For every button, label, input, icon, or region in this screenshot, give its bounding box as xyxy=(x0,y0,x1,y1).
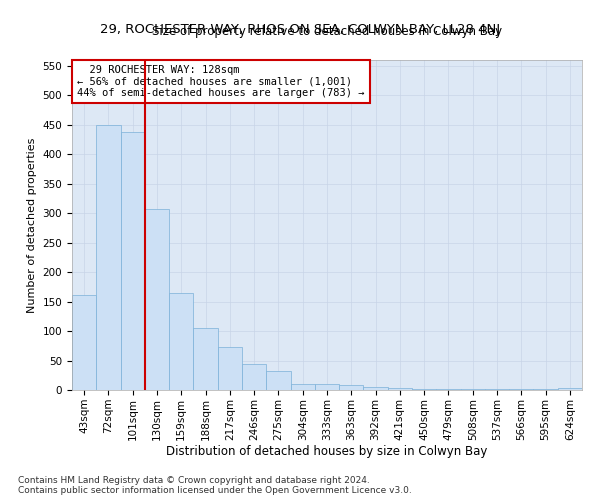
Bar xyxy=(193,328,218,390)
X-axis label: Distribution of detached houses by size in Colwyn Bay: Distribution of detached houses by size … xyxy=(166,446,488,458)
Bar xyxy=(412,389,436,390)
Bar xyxy=(339,386,364,390)
Bar xyxy=(242,364,266,390)
Bar xyxy=(72,295,96,390)
Title: Size of property relative to detached houses in Colwyn Bay: Size of property relative to detached ho… xyxy=(152,25,502,38)
Bar xyxy=(121,132,145,390)
Bar xyxy=(145,209,169,390)
Text: Contains HM Land Registry data © Crown copyright and database right 2024.
Contai: Contains HM Land Registry data © Crown c… xyxy=(18,476,412,495)
Text: 29, ROCHESTER WAY, RHOS ON SEA, COLWYN BAY, LL28 4NJ: 29, ROCHESTER WAY, RHOS ON SEA, COLWYN B… xyxy=(100,22,500,36)
Text: 29 ROCHESTER WAY: 128sqm  
← 56% of detached houses are smaller (1,001)
44% of s: 29 ROCHESTER WAY: 128sqm ← 56% of detach… xyxy=(77,65,365,98)
Y-axis label: Number of detached properties: Number of detached properties xyxy=(27,138,37,312)
Bar xyxy=(388,388,412,390)
Bar xyxy=(364,387,388,390)
Bar xyxy=(169,293,193,390)
Bar xyxy=(218,347,242,390)
Bar xyxy=(266,370,290,390)
Bar xyxy=(558,388,582,390)
Bar xyxy=(290,384,315,390)
Bar xyxy=(96,125,121,390)
Bar xyxy=(436,389,461,390)
Bar xyxy=(315,384,339,390)
